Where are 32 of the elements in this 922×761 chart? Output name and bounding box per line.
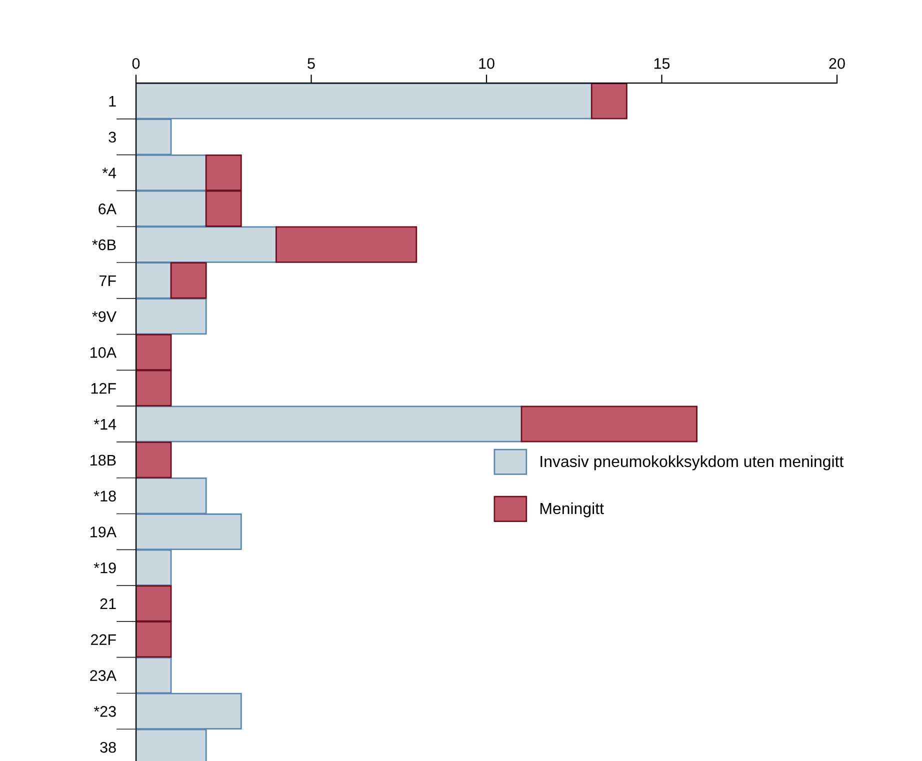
x-tick-label: 10 xyxy=(479,58,494,69)
x-tick-label: 5 xyxy=(308,58,315,69)
y-tick-label: 38 xyxy=(100,742,116,753)
bar xyxy=(590,83,628,120)
bar xyxy=(276,226,418,263)
y-tick-label: 3 xyxy=(108,132,116,143)
y-tick-label: 7F xyxy=(100,275,116,286)
y-tick-label: *19 xyxy=(94,562,116,574)
y-tick-label: *9V xyxy=(92,311,116,322)
y-tick-label: 23A xyxy=(90,670,117,681)
x-tick-label: 20 xyxy=(829,58,845,69)
y-tick-label: 12F xyxy=(91,383,116,394)
bar xyxy=(520,406,698,442)
y-tick-label: 1 xyxy=(109,96,116,107)
y-tick-label: 19A xyxy=(90,526,117,538)
y-tick-label: 10A xyxy=(90,347,117,358)
bar xyxy=(136,442,172,478)
x-tick-label: 15 xyxy=(654,58,670,69)
y-tick-label: 21 xyxy=(100,598,116,610)
x-tick-label: 0 xyxy=(132,58,140,69)
y-tick-label: 6A xyxy=(98,204,117,214)
y-tick-label: *14 xyxy=(94,419,116,430)
y-tick-label: *4 xyxy=(102,168,116,178)
y-tick-label: *23 xyxy=(94,706,116,717)
bar xyxy=(136,406,522,442)
bar xyxy=(170,262,207,299)
y-tick-label: 22F xyxy=(91,634,116,645)
legend-label: Meningitt xyxy=(540,502,604,518)
y-tick-label: *18 xyxy=(94,490,116,502)
legend-label: Invasiv pneumokokksykdom uten meningitt xyxy=(540,455,844,470)
y-tick-label: *6B xyxy=(92,239,116,250)
y-tick-label: 18B xyxy=(90,454,116,466)
